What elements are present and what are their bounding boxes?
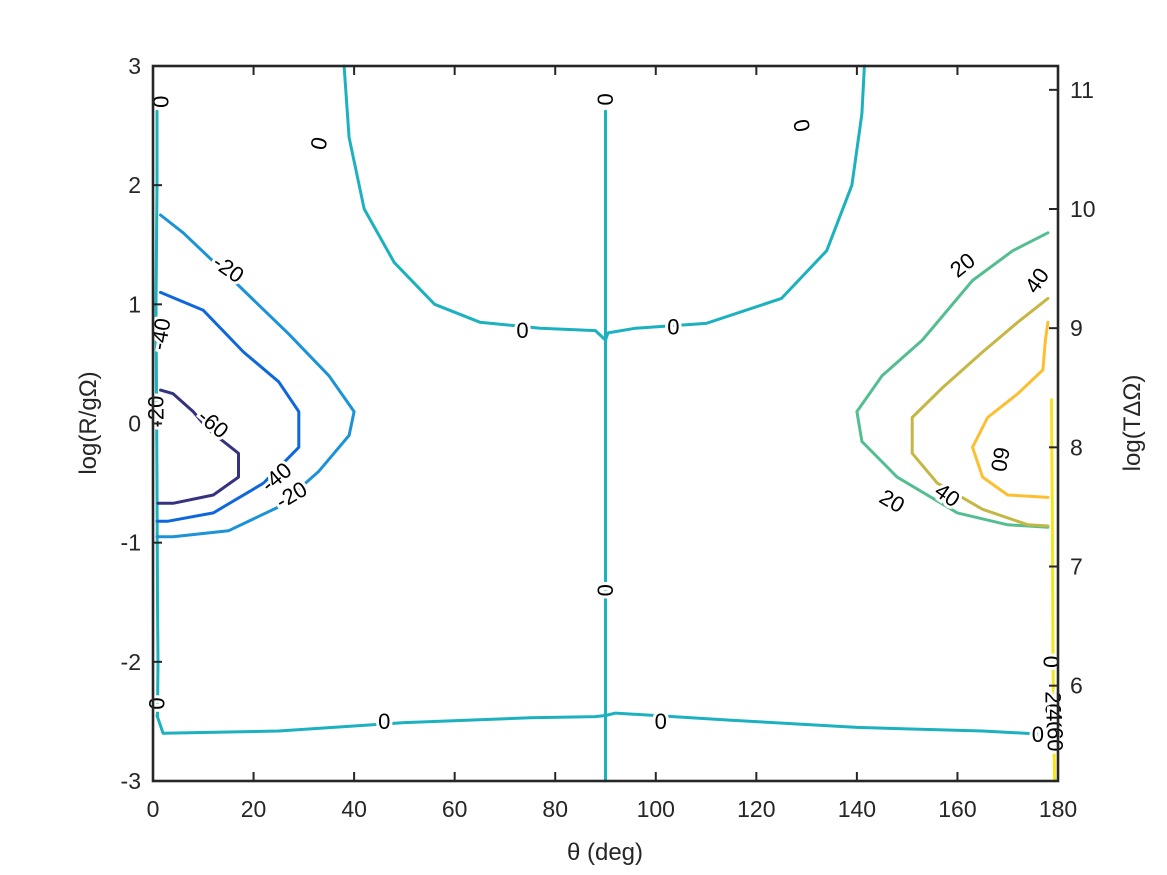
y-tick-label-3: 0 — [128, 411, 141, 437]
contour-label-60-0: 60 — [986, 445, 1015, 473]
y2-tick-label-0: 6 — [1070, 673, 1083, 699]
y2-tick-label-1: 7 — [1070, 554, 1083, 580]
x-tick-label-5: 100 — [637, 796, 675, 822]
contour-label--20-2: -20 — [144, 396, 169, 428]
contour-line-level-20-0 — [855, 231, 1050, 529]
contour-line-level-0-1 — [604, 64, 866, 342]
y-tick-label-0: -3 — [121, 768, 141, 794]
y2-tick-label-3: 9 — [1070, 315, 1083, 341]
x-tick-label-3: 60 — [442, 796, 468, 822]
y2-tick-label-5: 11 — [1070, 77, 1094, 103]
x-tick-label-6: 120 — [737, 796, 775, 822]
y2-tick-label-2: 8 — [1070, 434, 1083, 460]
contour-label-0-10: 0 — [1032, 722, 1044, 747]
y-tick-label-1: -2 — [121, 649, 141, 675]
contour-line-level--60-0 — [156, 388, 240, 505]
x-axis-ticks: 0 20 40 60 80 100 120 140 160 180 — [147, 66, 1077, 822]
contour-line-level-0-3 — [155, 714, 607, 735]
contour-label-0-3: 0 — [593, 93, 618, 105]
contour-line-level-40-0 — [910, 296, 1050, 528]
contour-line-level--40-0 — [155, 290, 301, 523]
y-tick-label-4: 1 — [128, 291, 141, 317]
x-tick-label-4: 80 — [542, 796, 568, 822]
y-tick-label-2: -1 — [121, 530, 141, 556]
x-tick-label-7: 140 — [838, 796, 876, 822]
contour-label-0-4: 0 — [667, 315, 679, 340]
edge-contour-label-1: 20 — [1041, 691, 1066, 715]
contour-label-0-8: 0 — [378, 709, 390, 734]
x-tick-label-8: 160 — [938, 796, 976, 822]
contour-label-0-9: 0 — [655, 709, 667, 734]
y-axis-ticks: -3 -2 -1 0 1 2 3 — [121, 53, 162, 794]
edge-contour-label-3: 60 — [1043, 727, 1068, 751]
contour-line-level--20-0 — [155, 213, 356, 539]
y-tick-label-6: 3 — [128, 53, 141, 79]
x-tick-label-0: 0 — [147, 796, 160, 822]
y-axis-label: log(R/gΩ) — [75, 371, 102, 474]
contour-line-level-60-0 — [971, 320, 1050, 499]
contour-line-level-0-4 — [604, 711, 1050, 736]
contour-label-0-7: 0 — [145, 697, 170, 709]
edge-contour-label-2: 40 — [1042, 709, 1067, 733]
y2-axis-label: log(TΔΩ) — [1119, 375, 1146, 472]
contour-lines — [154, 64, 1056, 783]
y2-axis-ticks: 6 7 8 9 10 11 — [1049, 77, 1096, 699]
x-tick-label-1: 20 — [241, 796, 267, 822]
x-tick-label-9: 180 — [1039, 796, 1077, 822]
y2-tick-label-4: 10 — [1070, 196, 1096, 222]
edge-contour-label-0: 0 — [1039, 656, 1064, 668]
contour-line-level-0-0 — [342, 64, 607, 342]
x-tick-label-2: 40 — [341, 796, 367, 822]
contour-line-level-80-0 — [1050, 398, 1056, 783]
x-axis-label: θ (deg) — [567, 839, 643, 866]
y-tick-label-5: 2 — [128, 172, 141, 198]
contour-label-0-6: 0 — [593, 584, 618, 596]
contour-label-0-2: 0 — [516, 318, 528, 343]
